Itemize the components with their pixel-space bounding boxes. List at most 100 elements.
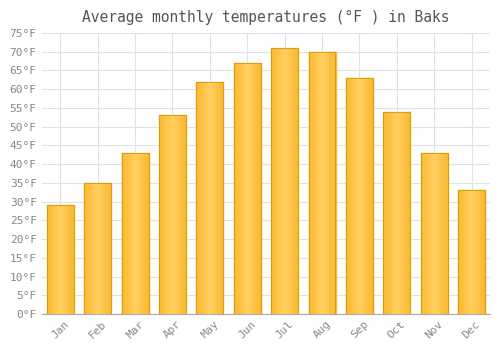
Bar [352, 78, 353, 314]
Bar [53, 205, 54, 314]
Bar [249, 63, 250, 314]
Bar [73, 205, 74, 314]
Bar [470, 190, 472, 314]
Bar [468, 190, 469, 314]
Bar [322, 51, 323, 314]
Bar [47, 205, 74, 314]
Bar [288, 48, 289, 314]
Bar [479, 190, 480, 314]
Bar [388, 112, 389, 314]
Bar [348, 78, 350, 314]
Bar [129, 153, 130, 314]
Bar [446, 153, 447, 314]
Bar [220, 82, 222, 314]
Bar [475, 190, 476, 314]
Bar [168, 116, 169, 314]
Bar [242, 63, 244, 314]
Bar [469, 190, 470, 314]
Bar [65, 205, 66, 314]
Bar [315, 51, 316, 314]
Bar [332, 51, 333, 314]
Bar [278, 48, 280, 314]
Bar [201, 82, 202, 314]
Bar [56, 205, 58, 314]
Bar [126, 153, 127, 314]
Bar [250, 63, 251, 314]
Bar [128, 153, 129, 314]
Bar [143, 153, 144, 314]
Bar [460, 190, 461, 314]
Bar [241, 63, 242, 314]
Bar [207, 82, 208, 314]
Bar [356, 78, 357, 314]
Bar [392, 112, 393, 314]
Bar [445, 153, 446, 314]
Bar [218, 82, 219, 314]
Bar [442, 153, 443, 314]
Bar [169, 116, 170, 314]
Bar [66, 205, 68, 314]
Bar [161, 116, 162, 314]
Bar [64, 205, 65, 314]
Bar [244, 63, 246, 314]
Bar [286, 48, 288, 314]
Bar [271, 48, 298, 314]
Bar [388, 112, 390, 314]
Bar [71, 205, 72, 314]
Bar [216, 82, 217, 314]
Bar [164, 116, 166, 314]
Bar [234, 63, 236, 314]
Bar [284, 48, 286, 314]
Bar [217, 82, 218, 314]
Bar [175, 116, 176, 314]
Bar [368, 78, 370, 314]
Bar [365, 78, 366, 314]
Bar [402, 112, 403, 314]
Bar [458, 190, 459, 314]
Bar [200, 82, 201, 314]
Bar [210, 82, 211, 314]
Bar [70, 205, 71, 314]
Bar [146, 153, 147, 314]
Bar [363, 78, 364, 314]
Bar [222, 82, 224, 314]
Bar [239, 63, 240, 314]
Bar [102, 183, 103, 314]
Bar [160, 116, 161, 314]
Bar [167, 116, 168, 314]
Bar [196, 82, 198, 314]
Bar [397, 112, 398, 314]
Bar [184, 116, 185, 314]
Bar [208, 82, 209, 314]
Bar [478, 190, 479, 314]
Bar [170, 116, 172, 314]
Bar [84, 183, 111, 314]
Bar [246, 63, 248, 314]
Bar [130, 153, 132, 314]
Bar [422, 153, 424, 314]
Bar [136, 153, 137, 314]
Bar [92, 183, 93, 314]
Bar [198, 82, 199, 314]
Bar [346, 78, 347, 314]
Bar [271, 48, 272, 314]
Bar [281, 48, 282, 314]
Bar [466, 190, 467, 314]
Bar [355, 78, 356, 314]
Bar [124, 153, 125, 314]
Bar [372, 78, 373, 314]
Bar [438, 153, 440, 314]
Bar [371, 78, 372, 314]
Bar [395, 112, 396, 314]
Bar [178, 116, 180, 314]
Bar [310, 51, 312, 314]
Bar [313, 51, 314, 314]
Bar [282, 48, 283, 314]
Bar [428, 153, 429, 314]
Bar [52, 205, 53, 314]
Bar [321, 51, 322, 314]
Bar [86, 183, 87, 314]
Bar [90, 183, 92, 314]
Bar [242, 63, 243, 314]
Bar [476, 190, 477, 314]
